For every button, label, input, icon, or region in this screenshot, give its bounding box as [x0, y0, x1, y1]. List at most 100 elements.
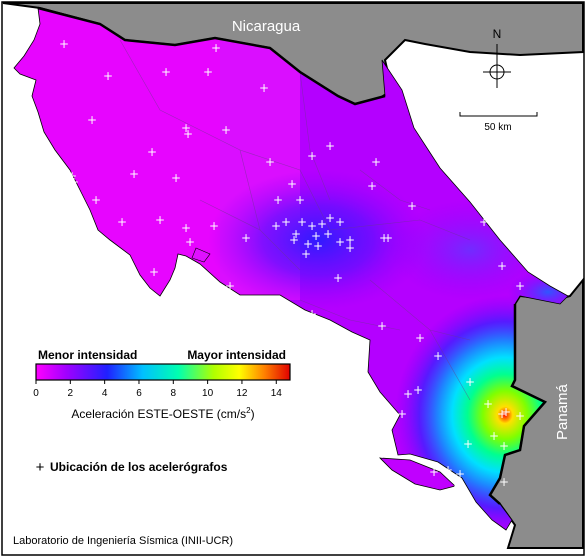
station-marker-icon: +	[367, 179, 377, 193]
colorbar-tick-label: 12	[236, 388, 248, 399]
station-marker-icon: +	[147, 145, 157, 159]
nicaragua-border	[37, 6, 386, 106]
station-marker-icon: +	[299, 311, 309, 325]
station-marker-icon: +	[335, 215, 345, 229]
station-marker-icon: +	[323, 227, 333, 241]
station-marker-icon: +	[397, 407, 407, 421]
legend-title: Aceleración ESTE-OESTE (cm/s2)	[71, 406, 254, 421]
colorbar-tick-label: 8	[171, 388, 177, 399]
scale-label: 50 km	[484, 122, 511, 133]
station-marker-icon: +	[415, 331, 425, 345]
legend-low-label: Menor intensidad	[38, 348, 137, 362]
station-marker-icon: +	[307, 307, 317, 321]
station-marker-icon: +	[87, 113, 97, 127]
panama-border	[488, 304, 548, 505]
station-marker-icon: +	[515, 409, 525, 423]
station-marker-icon: +	[335, 235, 345, 249]
station-marker-icon: +	[317, 217, 327, 231]
station-marker-icon: +	[303, 309, 313, 323]
station-marker-icon: +	[295, 193, 305, 207]
station-marker-icon: +	[117, 215, 127, 229]
colorbar-ticks: 0 2 4 6 8 10 12 14	[33, 380, 282, 399]
colorbar-tick-label: 2	[68, 388, 74, 399]
station-marker-icon: +	[155, 213, 165, 227]
station-marker-icon: +	[271, 219, 281, 233]
station-marker-icon: +	[183, 127, 193, 141]
station-marker-icon: +	[377, 319, 387, 333]
station-marker-icon: +	[273, 193, 283, 207]
station-marker-icon: +	[181, 221, 191, 235]
station-marker-icon: +	[483, 397, 493, 411]
station-marker-icon: +	[221, 123, 231, 137]
station-marker-icon: +	[241, 231, 251, 245]
station-marker-icon: +	[287, 177, 297, 191]
station-marker-icon: +	[203, 65, 213, 79]
station-marker-icon: +	[311, 229, 321, 243]
station-marker-icon: +	[301, 247, 311, 261]
legend-high-label: Mayor intensidad	[187, 348, 286, 362]
station-marker-icon: +	[185, 235, 195, 249]
station-marker-icon: +	[443, 463, 453, 477]
station-marker-icon: +	[501, 405, 511, 419]
station-marker-icon: +	[259, 81, 269, 95]
station-marker-icon: +	[479, 215, 489, 229]
colorbar-tick-label: 6	[136, 388, 142, 399]
station-marker-icon: +	[91, 193, 101, 207]
scale-bar: 50 km	[459, 112, 538, 133]
panama-label: Panamá	[554, 383, 571, 440]
north-label: N	[493, 27, 502, 41]
station-marker-icon: +	[281, 215, 291, 229]
station-marker-icon: +	[289, 233, 299, 247]
station-marker-icon: +	[497, 259, 507, 273]
station-marker-icon: +	[485, 215, 495, 229]
station-marker-icon: +	[265, 155, 275, 169]
station-marker-icon: +	[149, 265, 159, 279]
station-marker-icon: +	[489, 429, 499, 443]
station-marker-icon: +	[67, 169, 77, 183]
station-marker-icon: +	[181, 121, 191, 135]
station-legend-label: Ubicación de los acelerógrafos	[50, 460, 228, 474]
colorbar-tick-label: 4	[102, 388, 108, 399]
station-marker-icon: +	[333, 271, 343, 285]
station-marker-icon: +	[325, 139, 335, 153]
station-marker-icon: +	[379, 231, 389, 245]
station-marker-icon: +	[307, 219, 317, 233]
station-marker-icon: +	[453, 479, 463, 493]
station-marker-icon: +	[499, 439, 509, 453]
colorbar-tick-label: 0	[33, 388, 39, 399]
station-marker-icon: +	[407, 199, 417, 213]
station-marker-icon: +	[161, 65, 171, 79]
station-marker-icon: +	[209, 219, 219, 233]
nicaragua-label: Nicaragua	[232, 18, 301, 35]
colorbar	[35, 363, 291, 381]
station-marker-icon: +	[291, 227, 301, 241]
station-marker-icon: +	[313, 239, 323, 253]
osa-peninsula	[378, 457, 456, 491]
nicaragua-label-bg	[224, 16, 308, 36]
intensity-legend: Menor intensidad Mayor intensidad 0 2 4 6 8 1…	[33, 348, 291, 421]
station-marker-icon: +	[497, 407, 507, 421]
station-marker-icon: +	[413, 383, 423, 397]
costa-rica-outline	[13, 7, 569, 531]
station-marker-icon: +	[371, 155, 381, 169]
station-marker-icon: +	[59, 37, 69, 51]
station-marker-icon: +	[403, 387, 413, 401]
station-marker-icon: +	[225, 279, 235, 293]
station-marker-icon: +	[345, 233, 355, 247]
station-marker-icon: +	[499, 475, 509, 489]
station-markers: + ++ ++++++ +++++++++ + + ++ + + ++ + +++ + + + ++ ++ + ++…	[59, 37, 525, 493]
station-marker-icon: +	[211, 41, 221, 55]
station-marker-icon: +	[433, 349, 443, 363]
station-marker-icon: +	[303, 237, 313, 251]
station-marker-icon: +	[103, 69, 113, 83]
station-marker-icon: +	[69, 175, 79, 189]
station-marker-icon: +	[325, 211, 335, 225]
station-marker-icon: +	[383, 231, 393, 245]
station-marker-icon: +	[429, 465, 439, 479]
station-legend: + Ubicación de los acelerógrafos	[36, 459, 228, 476]
station-marker-icon: +	[377, 447, 387, 461]
station-marker-icon: +	[515, 279, 525, 293]
